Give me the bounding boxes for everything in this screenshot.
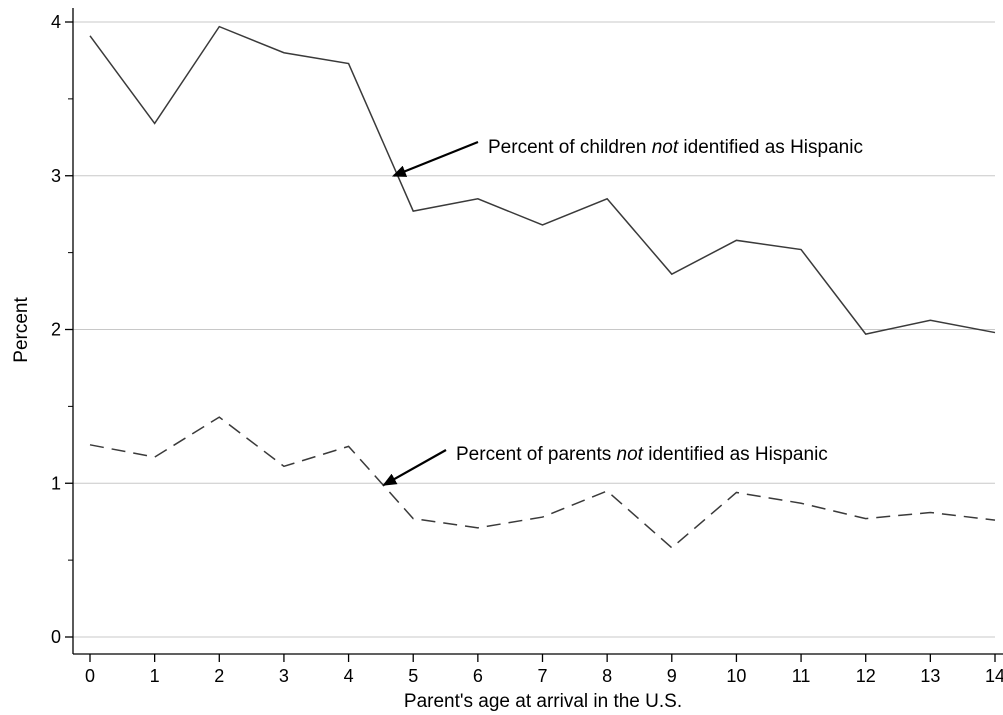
- annotation-text-post: identified as Hispanic: [643, 444, 828, 465]
- x-tick-label: 11: [792, 666, 811, 686]
- series-line-1: [89, 416, 996, 549]
- annotation-label-0: Percent of children not identified as Hi…: [488, 137, 863, 158]
- series-lines: [89, 25, 996, 549]
- annotations: Percent of children not identified as Hi…: [382, 137, 863, 486]
- x-tick-label: 5: [408, 666, 418, 686]
- annotation-text-post: identified as Hispanic: [678, 137, 863, 158]
- annotation-text-em: not: [652, 137, 679, 158]
- x-tick-label: 7: [537, 666, 547, 686]
- x-tick-label: 10: [726, 666, 746, 686]
- x-axis-label: Parent's age at arrival in the U.S.: [404, 691, 682, 712]
- x-tick-label: 4: [344, 666, 354, 686]
- x-tick-label: 14: [985, 666, 1003, 686]
- gridlines: [73, 21, 995, 638]
- annotation-label-1: Percent of parents not identified as His…: [456, 444, 828, 465]
- x-tick-label: 3: [279, 666, 289, 686]
- annotation-text-em: not: [617, 444, 644, 465]
- y-tick-label: 3: [51, 166, 61, 186]
- annotation-arrow-1: [382, 449, 447, 486]
- annotation-arrow-0: [391, 140, 479, 177]
- y-tick-label: 1: [51, 473, 61, 493]
- annotation-text-pre: Percent of parents: [456, 444, 617, 465]
- y-tick-label: 0: [51, 627, 61, 647]
- x-tick-label: 6: [473, 666, 483, 686]
- annotation-text-pre: Percent of children: [488, 137, 652, 158]
- series-line-0: [89, 25, 996, 335]
- x-tick-label: 1: [150, 666, 160, 686]
- y-tick-label: 2: [51, 320, 61, 340]
- y-tick-label: 4: [51, 12, 61, 32]
- x-tick-label: 0: [85, 666, 95, 686]
- x-tick-label: 13: [920, 666, 940, 686]
- x-tick-label: 8: [602, 666, 612, 686]
- x-tick-label: 12: [856, 666, 876, 686]
- x-tick-label: 9: [667, 666, 677, 686]
- x-tick-label: 2: [214, 666, 224, 686]
- y-axis-label: Percent: [11, 297, 32, 363]
